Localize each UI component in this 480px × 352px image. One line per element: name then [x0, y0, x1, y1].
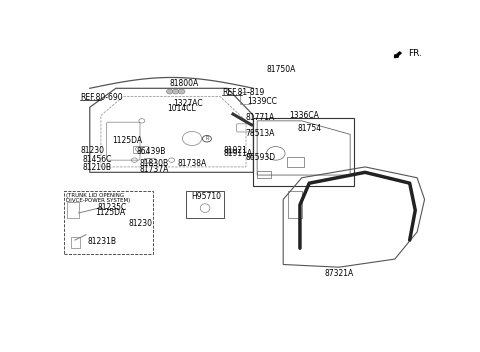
Text: REF.80-690: REF.80-690 — [81, 93, 123, 102]
Text: 1339CC: 1339CC — [247, 96, 276, 106]
Text: 81911A: 81911A — [224, 149, 253, 158]
Text: 81921: 81921 — [224, 146, 248, 155]
Text: 81830B: 81830B — [140, 159, 169, 168]
Text: 86439B: 86439B — [136, 147, 166, 156]
Text: REF.81-819: REF.81-819 — [222, 88, 264, 97]
Text: 81750A: 81750A — [266, 65, 296, 74]
Text: 86593D: 86593D — [245, 153, 276, 162]
Text: 81210B: 81210B — [83, 163, 111, 172]
Text: FR.: FR. — [408, 49, 422, 58]
Text: R: R — [205, 136, 209, 141]
Text: 1125DA: 1125DA — [112, 136, 142, 145]
Bar — [144, 158, 155, 163]
Text: 81230: 81230 — [129, 219, 153, 227]
Circle shape — [226, 149, 233, 154]
Bar — [133, 145, 148, 152]
Circle shape — [167, 89, 173, 94]
Text: 81230: 81230 — [81, 146, 105, 155]
Bar — [288, 191, 302, 218]
Bar — [186, 191, 224, 218]
Text: 1014CL: 1014CL — [167, 104, 196, 113]
Text: 81737A: 81737A — [140, 165, 169, 174]
Text: H95710: H95710 — [192, 192, 222, 201]
FancyArrow shape — [395, 52, 401, 58]
Bar — [257, 171, 271, 178]
Text: 81800A: 81800A — [170, 79, 199, 88]
Bar — [287, 157, 304, 167]
Bar — [253, 118, 354, 186]
Bar — [67, 202, 79, 218]
Circle shape — [178, 89, 185, 94]
Text: 81235C: 81235C — [97, 203, 126, 212]
Text: 1327AC: 1327AC — [173, 99, 203, 108]
Text: (TRUNK LID OPENING
DIVCE-POWER SYSTEM): (TRUNK LID OPENING DIVCE-POWER SYSTEM) — [66, 193, 130, 203]
Text: 1336CA: 1336CA — [289, 112, 319, 120]
Text: 81231B: 81231B — [88, 238, 117, 246]
Bar — [71, 237, 81, 248]
Circle shape — [172, 89, 179, 94]
Bar — [64, 191, 153, 254]
Text: 81754: 81754 — [297, 125, 322, 133]
Text: 81456C: 81456C — [83, 155, 112, 164]
Text: 87321A: 87321A — [324, 269, 353, 278]
Text: 78513A: 78513A — [245, 128, 275, 138]
Text: 81771A: 81771A — [245, 113, 275, 122]
Text: 1125DA: 1125DA — [96, 208, 125, 217]
Text: 81738A: 81738A — [177, 159, 206, 168]
Bar — [240, 92, 250, 104]
